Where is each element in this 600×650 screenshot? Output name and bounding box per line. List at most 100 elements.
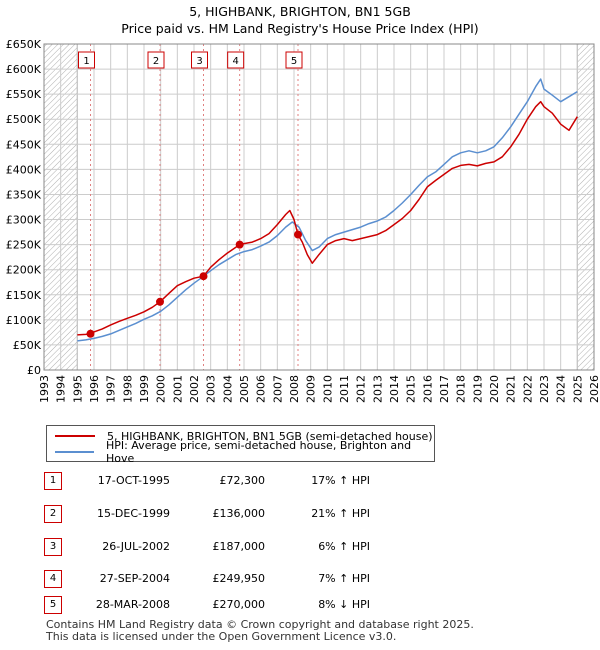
x-tick-label: 1999 <box>138 375 151 403</box>
x-tick-label: 2010 <box>321 375 334 403</box>
table-row: 3 26-JUL-2002 £187,000 6% ↑ HPI <box>0 538 600 558</box>
sale-number-label: 1 <box>83 56 89 67</box>
footer: Contains HM Land Registry data © Crown c… <box>46 619 474 643</box>
x-tick-label: 1993 <box>38 375 51 403</box>
sale-number-badge: 1 <box>44 472 62 490</box>
y-tick-label: £550K <box>6 88 42 101</box>
sale-number-label: 5 <box>291 56 297 67</box>
sale-hpi-diff: 17% ↑ HPI <box>311 474 370 487</box>
sale-hpi-diff: 8% ↓ HPI <box>318 598 370 611</box>
legend-item-hpi: HPI: Average price, semi-detached house,… <box>55 439 434 465</box>
y-tick-label: £400K <box>6 163 42 176</box>
sale-price: £249,950 <box>212 572 266 585</box>
sale-number-label: 4 <box>232 56 238 67</box>
sale-date: 17-OCT-1995 <box>97 474 170 487</box>
x-tick-label: 1998 <box>121 375 134 403</box>
y-tick-label: £50K <box>13 339 42 352</box>
y-tick-label: £300K <box>6 214 42 227</box>
hpi-line <box>77 78 578 342</box>
y-tick-label: £100K <box>6 314 42 327</box>
sale-number-label: 3 <box>196 56 202 67</box>
x-tick-label: 1996 <box>88 375 101 403</box>
y-tick-label: £250K <box>6 239 42 252</box>
x-tick-label: 2016 <box>421 375 434 403</box>
chart-subtitle: Price paid vs. HM Land Registry's House … <box>121 21 479 36</box>
x-tick-label: 2006 <box>255 375 268 403</box>
table-row: 2 15-DEC-1999 £136,000 21% ↑ HPI <box>0 505 600 525</box>
sale-date: 27-SEP-2004 <box>99 572 170 585</box>
x-tick-label: 2024 <box>555 375 568 403</box>
legend: 5, HIGHBANK, BRIGHTON, BN1 5GB (semi-det… <box>46 425 435 465</box>
y-tick-label: £200K <box>6 264 42 277</box>
sale-number-box <box>78 51 95 69</box>
x-tick-label: 2019 <box>471 375 484 403</box>
sale-number-label: 2 <box>153 56 159 67</box>
hatched-region <box>577 44 594 370</box>
legend-swatch-hpi <box>55 451 94 453</box>
x-tick-label: 2003 <box>205 375 218 403</box>
x-tick-label: 2022 <box>521 375 534 403</box>
sale-number-box <box>191 51 208 69</box>
sale-number-box <box>227 51 245 69</box>
sale-marker <box>199 272 208 281</box>
y-tick-label: £150K <box>6 289 42 302</box>
sale-hpi-diff: 6% ↑ HPI <box>318 540 370 553</box>
x-tick-label: 2005 <box>238 375 251 403</box>
legend-label-hpi: HPI: Average price, semi-detached house,… <box>105 439 412 465</box>
table-row: 1 17-OCT-1995 £72,300 17% ↑ HPI <box>0 472 600 492</box>
sale-marker <box>235 240 244 249</box>
sale-number-badge: 2 <box>44 505 62 523</box>
y-tick-label: £0 <box>27 364 41 377</box>
plot-frame <box>43 43 595 371</box>
price-chart: 1 2 3 4 5 £0 £50K £100K £150K £200K £250K £300K £35… <box>6 38 600 403</box>
table-row: 4 27-SEP-2004 £249,950 7% ↑ HPI <box>0 570 600 590</box>
x-tick-label: 2000 <box>155 375 168 403</box>
x-tick-label: 2011 <box>338 375 351 403</box>
x-tick-label: 2020 <box>488 375 501 403</box>
sale-date: 26-JUL-2002 <box>102 540 170 553</box>
y-tick-label: £350K <box>6 188 42 201</box>
x-tick-label: 2018 <box>455 375 468 403</box>
y-tick-label: £500K <box>6 113 42 126</box>
x-tick-label: 1994 <box>55 375 68 403</box>
sale-price: £136,000 <box>212 507 266 520</box>
y-tick-label: £650K <box>6 38 42 51</box>
x-tick-label: 2013 <box>371 375 384 403</box>
sale-price: £187,000 <box>212 540 266 553</box>
footer-licence: This data is licensed under the Open Gov… <box>46 630 397 643</box>
sale-marker <box>86 329 95 338</box>
x-tick-label: 1997 <box>105 375 118 403</box>
chart-title: 5, HIGHBANK, BRIGHTON, BN1 5GB <box>189 4 411 19</box>
sale-price: £270,000 <box>212 598 266 611</box>
sale-number-box <box>285 51 303 69</box>
x-tick-label: 2017 <box>438 375 451 403</box>
x-tick-label: 2025 <box>571 375 584 403</box>
sale-date: 28-MAR-2008 <box>95 598 170 611</box>
x-tick-label: 2014 <box>388 375 401 403</box>
legend-label-property: 5, HIGHBANK, BRIGHTON, BN1 5GB (semi-det… <box>107 429 433 443</box>
legend-swatch-property <box>55 435 95 437</box>
x-tick-label: 2021 <box>505 375 518 403</box>
sale-number-badge: 4 <box>44 570 62 588</box>
sale-date: 15-DEC-1999 <box>96 507 170 520</box>
x-tick-label: 2002 <box>188 375 201 403</box>
sale-hpi-diff: 21% ↑ HPI <box>311 507 370 520</box>
sale-marker <box>156 297 164 306</box>
sale-marker <box>294 230 302 239</box>
x-tick-label: 2009 <box>305 375 318 403</box>
x-tick-label: 2023 <box>538 375 551 403</box>
x-tick-label: 2001 <box>171 375 184 403</box>
sale-number-box <box>147 51 165 69</box>
sale-number-badge: 5 <box>44 596 62 614</box>
sale-hpi-diff: 7% ↑ HPI <box>318 572 370 585</box>
y-tick-label: £600K <box>6 63 42 76</box>
x-tick-label: 2012 <box>355 375 368 403</box>
x-tick-label: 2008 <box>288 375 301 403</box>
table-row: 5 28-MAR-2008 £270,000 8% ↓ HPI <box>0 596 600 616</box>
x-tick-label: 2004 <box>221 375 234 403</box>
y-tick-label: £450K <box>6 138 42 151</box>
x-tick-label: 1995 <box>71 375 84 403</box>
x-tick-label: 2015 <box>405 375 418 403</box>
sale-number-badge: 3 <box>44 538 62 556</box>
sale-price: £72,300 <box>219 474 266 487</box>
